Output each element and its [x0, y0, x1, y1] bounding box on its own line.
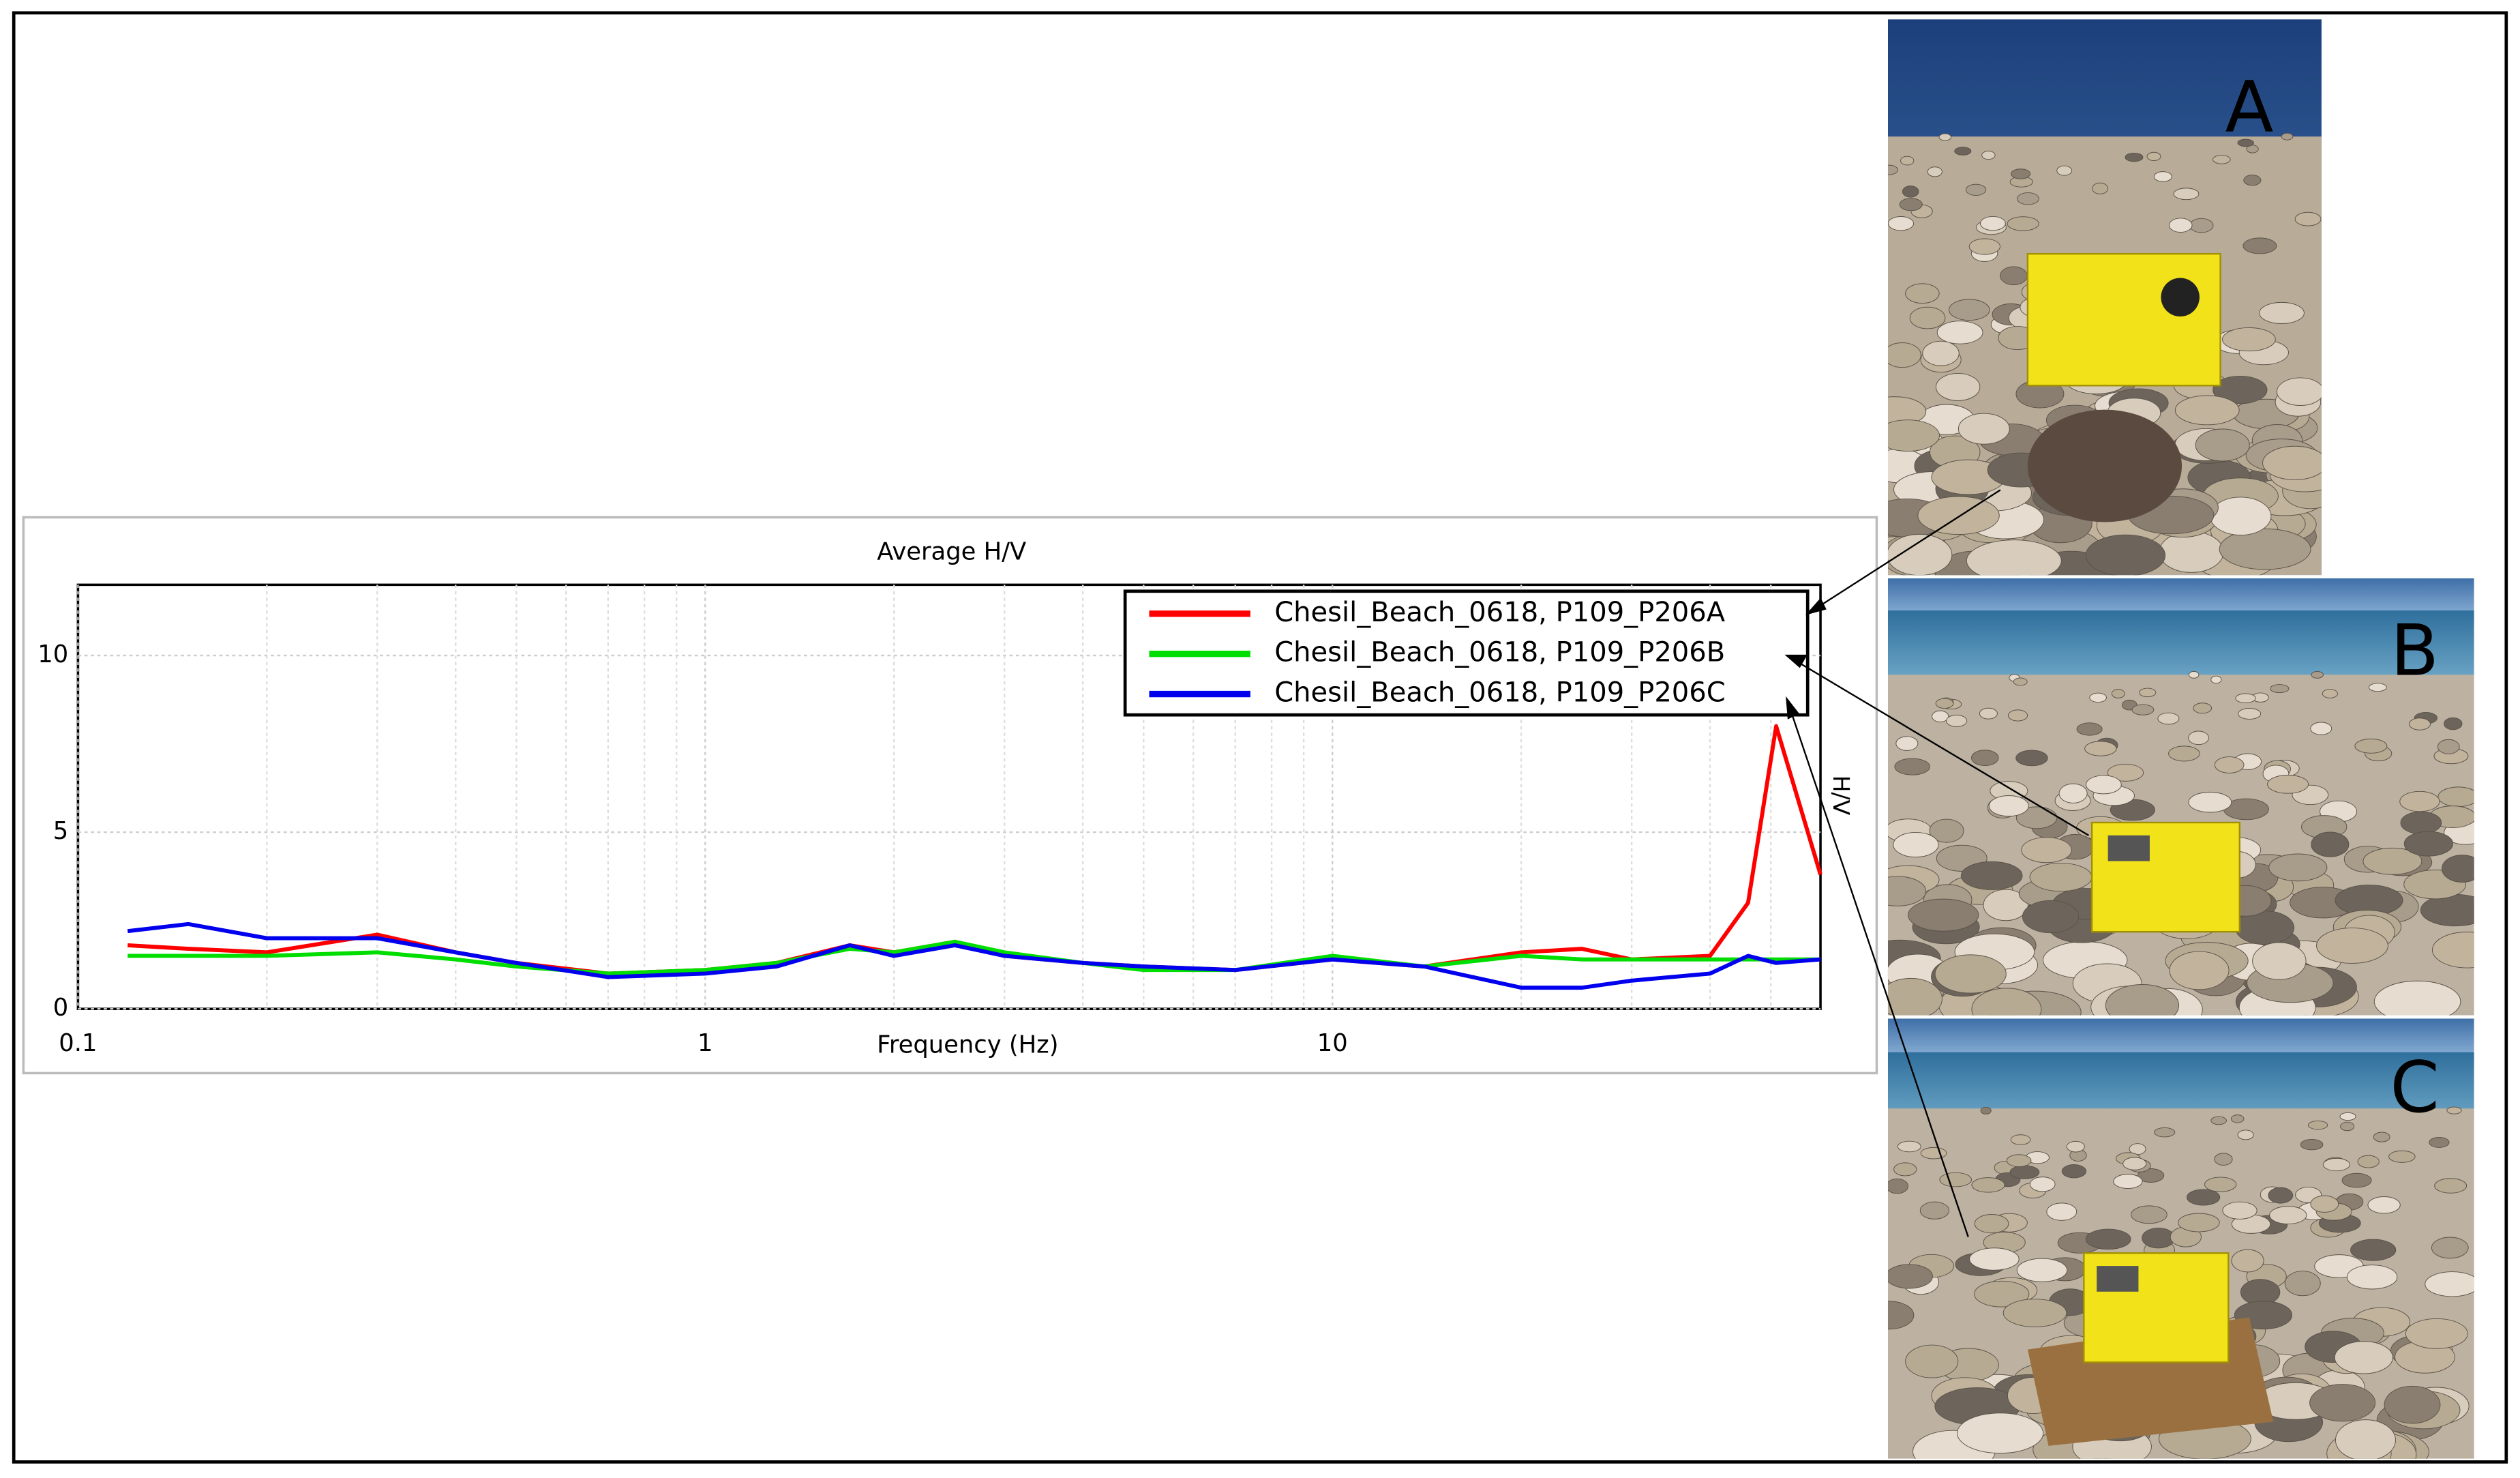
x-axis-label: Frequency (Hz): [877, 1031, 1058, 1059]
panel-label: C: [2390, 1047, 2439, 1129]
y-tick-label: 5: [53, 817, 68, 845]
x-tick-label: 10: [1317, 1029, 1348, 1057]
series-line: [127, 921, 1821, 990]
legend-label: Chesil_Beach_0618, P109_P206A: [1274, 597, 1726, 628]
y-axis-label: H/V: [1828, 775, 1855, 816]
legend: Chesil_Beach_0618, P109_P206A Chesil_Beac…: [1123, 589, 1810, 717]
x-tick-label: 1: [698, 1029, 712, 1057]
legend-label: Chesil_Beach_0618, P109_P206B: [1274, 637, 1725, 668]
panel-label: B: [2390, 610, 2439, 692]
outer-border: [12, 11, 2508, 1464]
y-tick-label: 10: [38, 640, 68, 668]
panel-label: A: [2225, 67, 2274, 149]
photo-a: [1887, 19, 2322, 576]
x-tick-label: 0.1: [59, 1029, 97, 1057]
photo-b: [1887, 578, 2474, 1016]
legend-label: Chesil_Beach_0618, P109_P206C: [1274, 677, 1725, 709]
series-line: [127, 939, 1821, 976]
photo-c: [1887, 1018, 2474, 1459]
photos: A B C: [1887, 19, 2474, 1459]
arrows: [1784, 489, 2090, 1238]
chart-title: Average H/V: [877, 537, 1026, 565]
y-tick-label: 0: [53, 994, 68, 1022]
